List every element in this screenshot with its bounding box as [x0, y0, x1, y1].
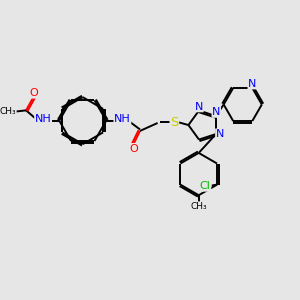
Text: NH: NH	[114, 114, 131, 124]
Text: N: N	[212, 107, 220, 117]
Text: O: O	[29, 88, 38, 98]
Text: N: N	[195, 102, 203, 112]
Text: N: N	[216, 129, 224, 139]
Text: S: S	[170, 116, 178, 129]
Text: CH₃: CH₃	[0, 107, 16, 116]
Text: O: O	[129, 143, 138, 154]
Text: N: N	[248, 79, 256, 89]
Text: CH₃: CH₃	[190, 202, 207, 211]
Text: Cl: Cl	[200, 181, 211, 191]
Text: NH: NH	[35, 114, 52, 124]
